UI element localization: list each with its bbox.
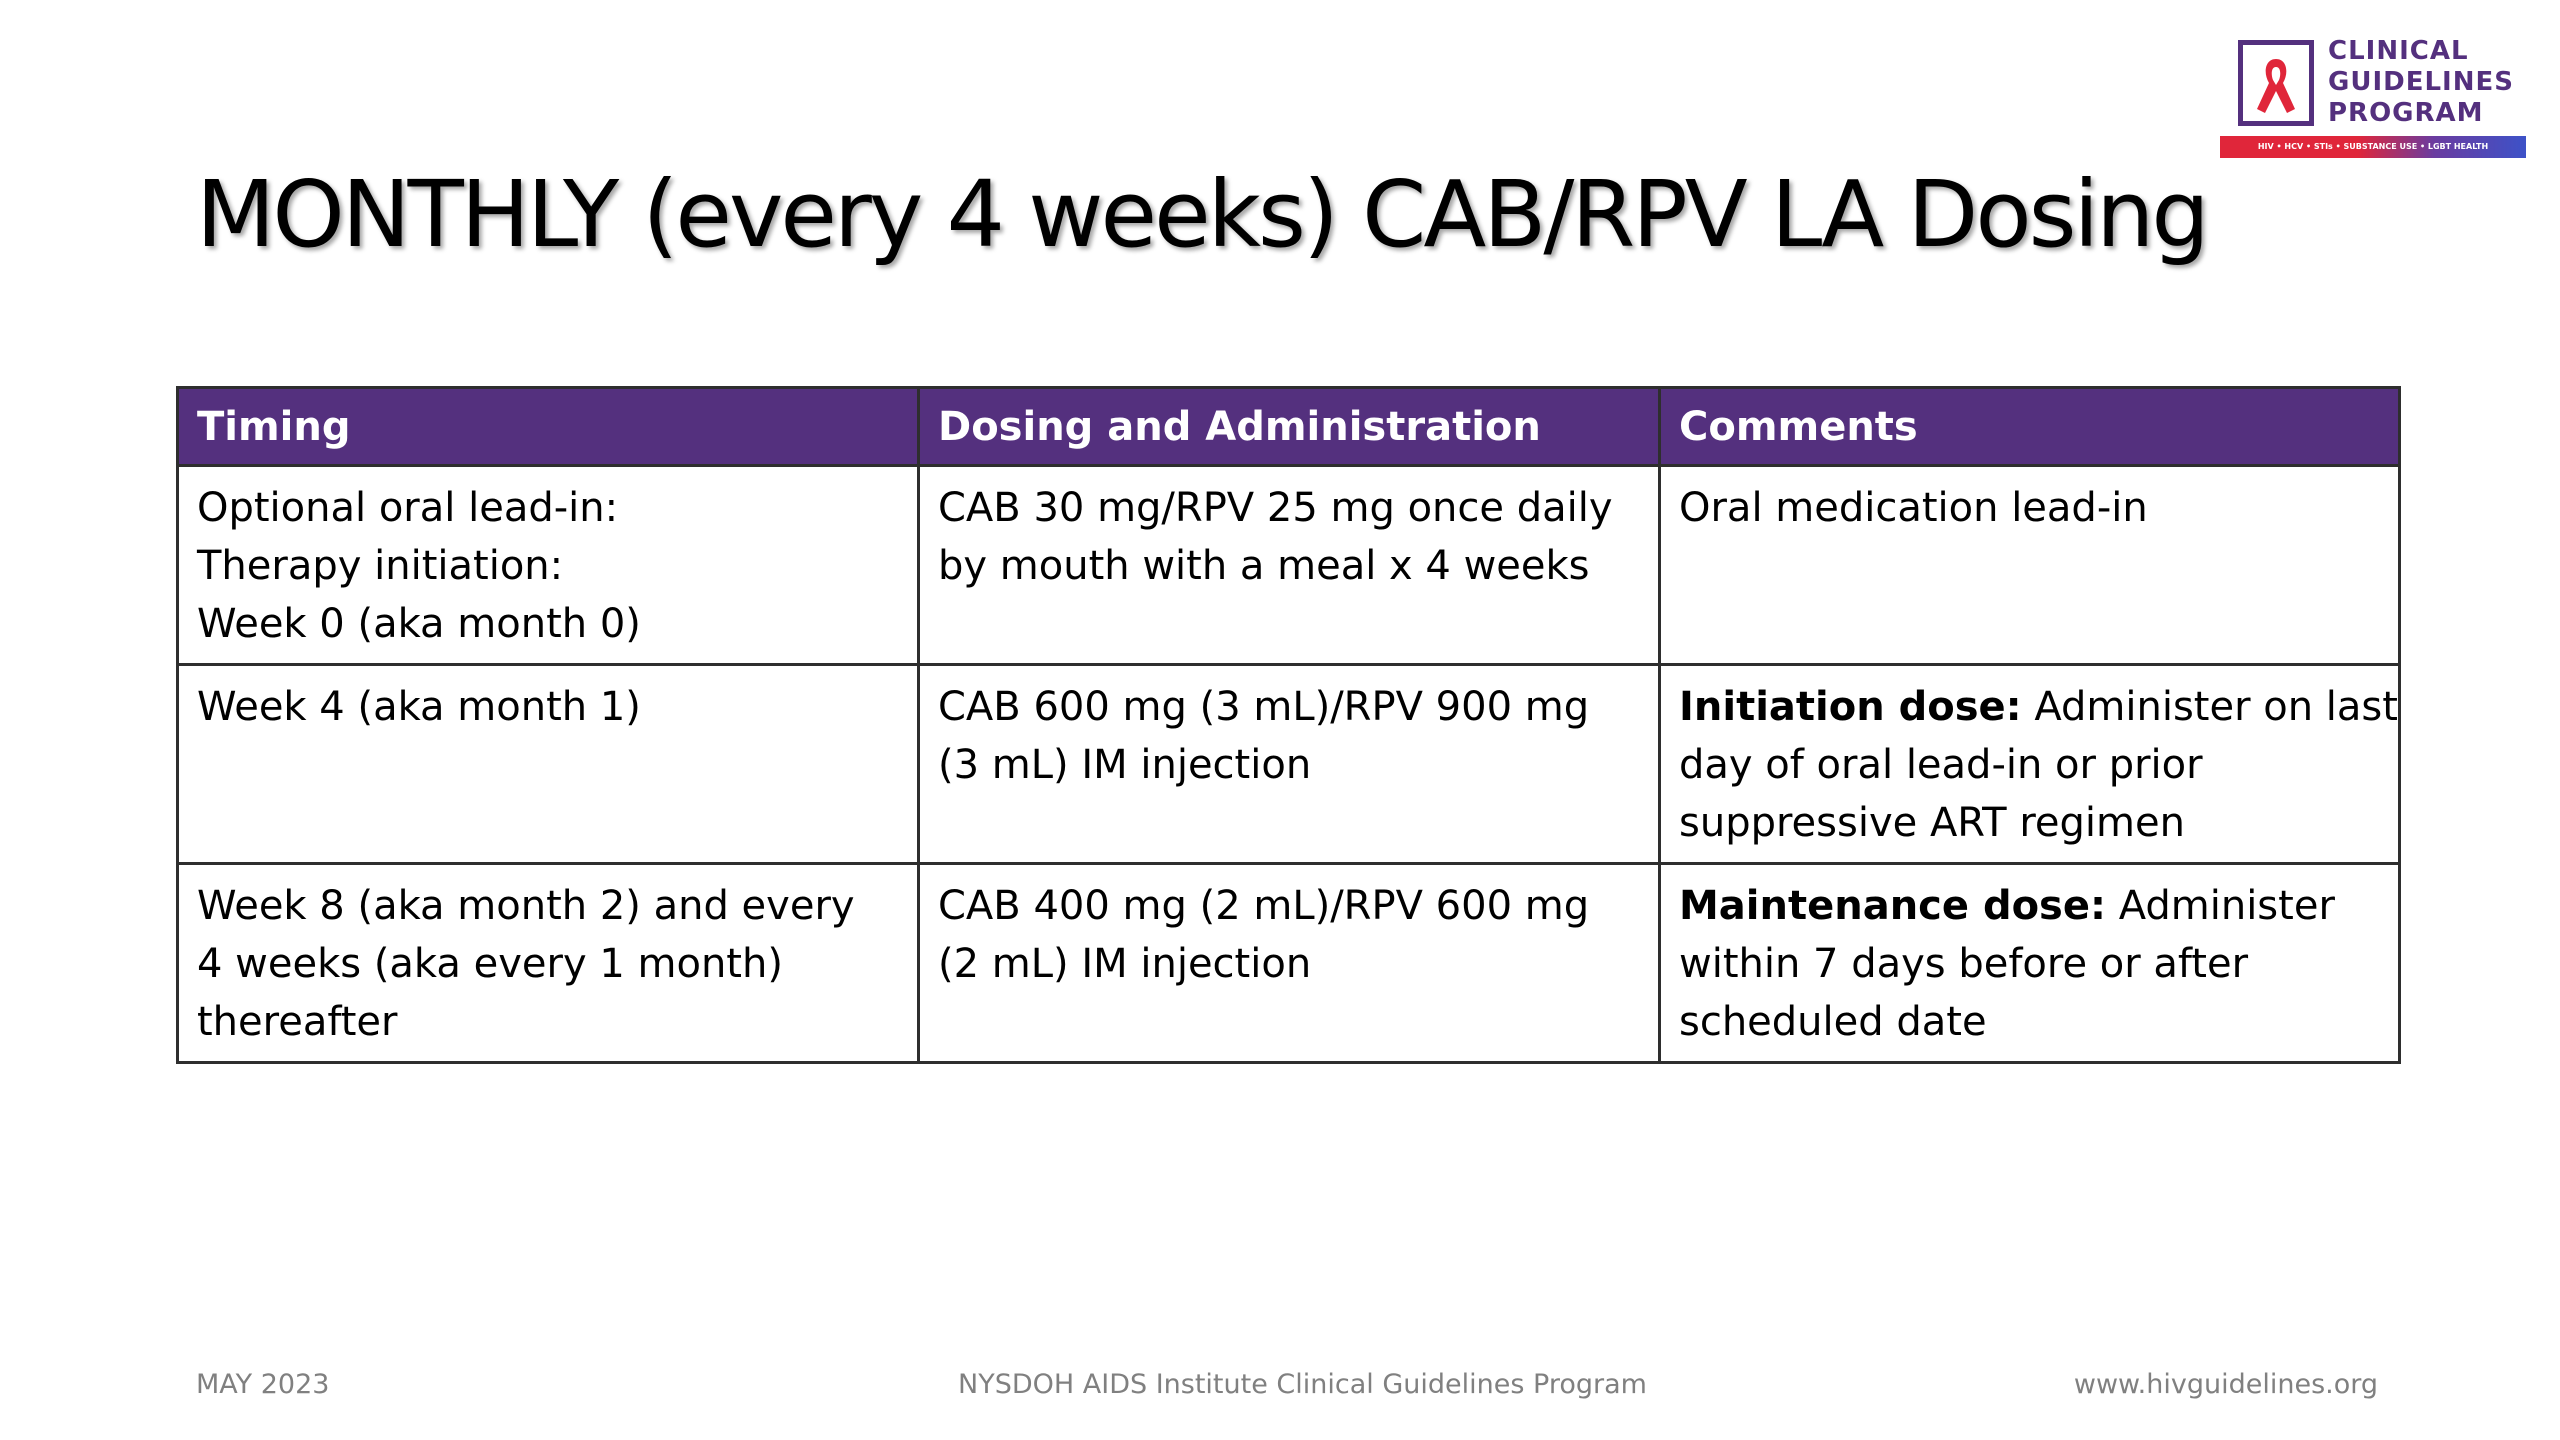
footer-program-name: NYSDOH AIDS Institute Clinical Guideline… [958, 1369, 1647, 1400]
cell-line: CAB 600 mg (3 mL)/RPV 900 mg [938, 684, 1590, 730]
comment-text: Administer [2106, 883, 2335, 929]
table-row: Week 4 (aka month 1) CAB 600 mg (3 mL)/R… [176, 663, 2401, 865]
dosing-cell: CAB 600 mg (3 mL)/RPV 900 mg (3 mL) IM i… [917, 663, 1661, 865]
logo-line-2: GUIDELINES [2328, 67, 2514, 97]
footer-url: www.hivguidelines.org [2073, 1369, 2378, 1400]
comment-text: Administer on last [2021, 684, 2398, 730]
dosing-cell: CAB 30 mg/RPV 25 mg once daily by mouth … [917, 464, 1661, 666]
ribbon-icon [2257, 59, 2295, 113]
cell-line: Initiation dose: Administer on last [1679, 678, 2398, 736]
cell-line: (3 mL) IM injection [938, 742, 1312, 788]
dosing-cell: CAB 400 mg (2 mL)/RPV 600 mg (2 mL) IM i… [917, 862, 1661, 1064]
logo-line-1: CLINICAL [2328, 36, 2469, 66]
header-comments: Comments [1658, 386, 2401, 467]
cell-line: CAB 30 mg/RPV 25 mg once daily [938, 485, 1613, 531]
cell-line: Maintenance dose: Administer [1679, 877, 2380, 935]
table-row: Optional oral lead-in: Therapy initiatio… [176, 464, 2401, 666]
comment-cell: Initiation dose: Administer on last day … [1658, 663, 2401, 865]
logo-tagline: HIV • HCV • STIs • SUBSTANCE USE • LGBT … [2220, 136, 2526, 158]
cell-line: Optional oral lead-in: [197, 485, 619, 531]
logo-wordmark: CLINICAL GUIDELINES PROGRAM [2328, 36, 2514, 129]
comment-cell: Oral medication lead-in [1658, 464, 2401, 666]
cell-line: (2 mL) IM injection [938, 941, 1312, 987]
clinical-guidelines-logo: CLINICAL GUIDELINES PROGRAM HIV • HCV • … [2220, 28, 2530, 164]
cell-line: Week 0 (aka month 0) [197, 601, 641, 647]
cell-line: CAB 400 mg (2 mL)/RPV 600 mg [938, 883, 1590, 929]
footer-date: MAY 2023 [196, 1369, 330, 1400]
table-header-row: Timing Dosing and Administration Comment… [176, 386, 2401, 467]
logo-line-3: PROGRAM [2328, 98, 2484, 128]
comment-bold-label: Initiation dose: [1679, 684, 2022, 730]
cell-line: scheduled date [1679, 999, 1987, 1045]
cell-line: Oral medication lead-in [1679, 485, 2148, 531]
cell-line: Week 4 (aka month 1) [197, 684, 641, 730]
cell-line: 4 weeks (aka every 1 month) [197, 941, 783, 987]
comment-cell: Maintenance dose: Administer within 7 da… [1658, 862, 2401, 1064]
cell-line: thereafter [197, 999, 398, 1045]
cell-line: Week 8 (aka month 2) and every [197, 883, 855, 929]
slide-title: MONTHLY (every 4 weeks) CAB/RPV LA Dosin… [196, 161, 2210, 268]
comment-bold-label: Maintenance dose: [1679, 883, 2106, 929]
logo-badge [2238, 40, 2314, 126]
timing-cell: Week 8 (aka month 2) and every 4 weeks (… [176, 862, 920, 1064]
table-row: Week 8 (aka month 2) and every 4 weeks (… [176, 862, 2401, 1064]
cell-line: within 7 days before or after [1679, 941, 2249, 987]
header-dosing: Dosing and Administration [917, 386, 1661, 467]
cell-line: Therapy initiation: [197, 543, 564, 589]
dosing-table: Timing Dosing and Administration Comment… [176, 386, 2401, 1064]
header-timing: Timing [176, 386, 920, 467]
cell-line: day of oral lead-in or prior [1679, 742, 2203, 788]
timing-cell: Optional oral lead-in: Therapy initiatio… [176, 464, 920, 666]
cell-line: by mouth with a meal x 4 weeks [938, 543, 1590, 589]
cell-line: suppressive ART regimen [1679, 800, 2185, 846]
timing-cell: Week 4 (aka month 1) [176, 663, 920, 865]
